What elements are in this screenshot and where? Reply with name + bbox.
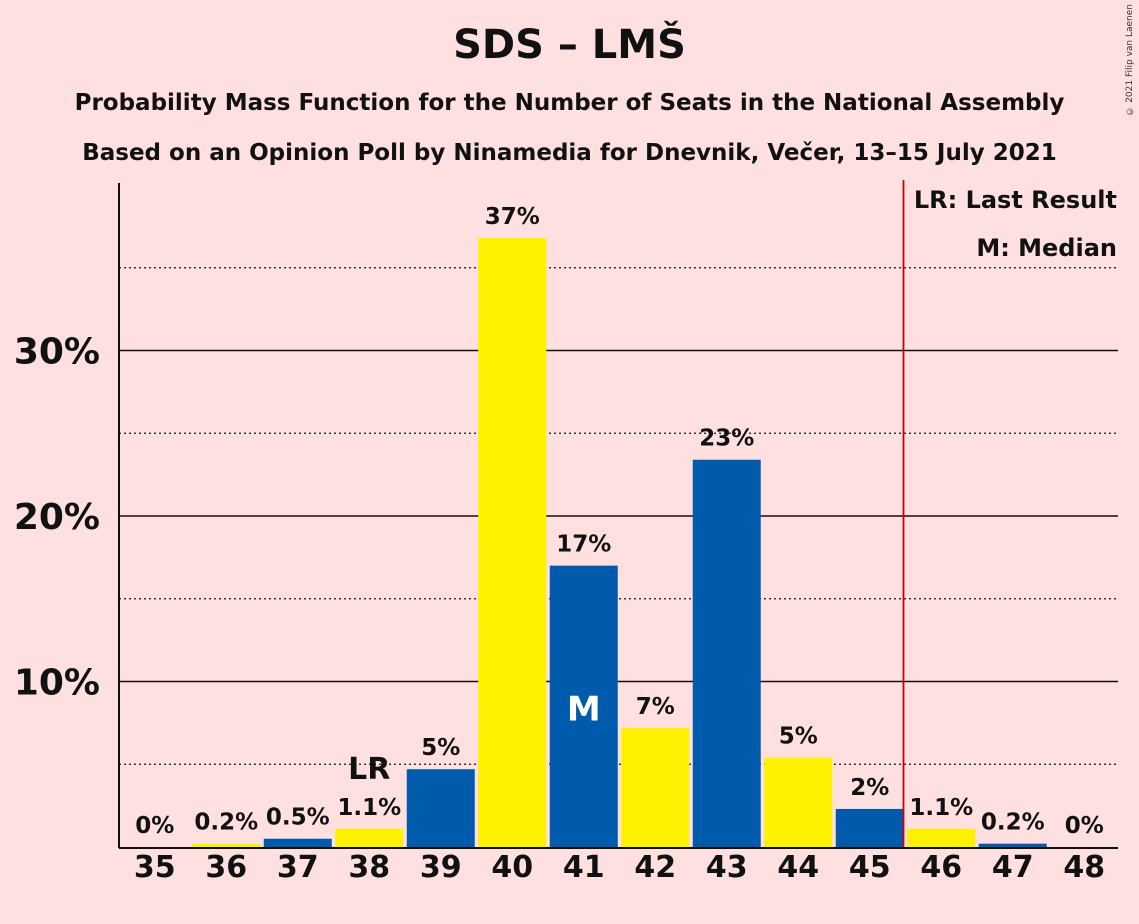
x-tick-label-41: 41 — [563, 850, 605, 885]
bar-41 — [549, 565, 618, 847]
data-label-46: 1.1% — [909, 795, 973, 821]
data-label-39: 5% — [421, 735, 460, 761]
bar-38 — [335, 828, 404, 847]
chart-subtitle-2: Based on an Opinion Poll by Ninamedia fo… — [82, 140, 1057, 166]
x-tick-label-44: 44 — [777, 850, 819, 885]
data-label-40: 37% — [485, 204, 540, 230]
data-label-48: 0% — [1065, 813, 1104, 839]
data-label-38: 1.1% — [337, 795, 401, 821]
x-tick-label-48: 48 — [1063, 850, 1105, 885]
x-tick-label-35: 35 — [134, 850, 176, 885]
data-label-41: 17% — [556, 532, 611, 558]
legend-last-result: LR: Last Result — [913, 186, 1117, 214]
bar-46 — [907, 828, 976, 847]
legend-median: M: Median — [976, 234, 1117, 262]
bar-47 — [978, 843, 1047, 847]
chart-title: SDS – LMŠ — [453, 22, 686, 68]
x-tick-label-37: 37 — [277, 850, 319, 885]
x-tick-label-39: 39 — [420, 850, 462, 885]
data-label-43: 23% — [699, 426, 754, 452]
x-tick-label-43: 43 — [706, 850, 748, 885]
x-tick-label-45: 45 — [849, 850, 891, 885]
data-label-44: 5% — [779, 724, 818, 750]
data-label-45: 2% — [850, 775, 889, 801]
y-tick-label-2: 30% — [14, 332, 100, 373]
y-tick-label-0: 10% — [14, 663, 100, 704]
data-label-35: 0% — [135, 813, 174, 839]
bar-39 — [406, 769, 475, 847]
data-label-42: 7% — [636, 694, 675, 720]
chart-subtitle-1: Probability Mass Function for the Number… — [74, 90, 1065, 116]
x-tick-label-40: 40 — [491, 850, 533, 885]
bar-45 — [835, 808, 904, 847]
bar-43 — [692, 459, 761, 847]
last-result-marker: LR — [348, 752, 390, 787]
bar-37 — [263, 838, 332, 847]
x-tick-label-36: 36 — [205, 850, 247, 885]
bar-42 — [621, 727, 690, 847]
data-label-37: 0.5% — [266, 805, 330, 831]
x-tick-label-42: 42 — [634, 850, 676, 885]
median-marker: M — [567, 690, 601, 730]
bar-44 — [764, 757, 833, 847]
x-tick-label-38: 38 — [348, 850, 390, 885]
bar-40 — [478, 237, 547, 847]
y-tick-label-1: 20% — [14, 497, 100, 538]
x-tick-label-47: 47 — [992, 850, 1034, 885]
data-label-36: 0.2% — [194, 810, 258, 836]
bar-36 — [192, 843, 261, 847]
x-tick-label-46: 46 — [920, 850, 962, 885]
data-label-47: 0.2% — [981, 810, 1045, 836]
